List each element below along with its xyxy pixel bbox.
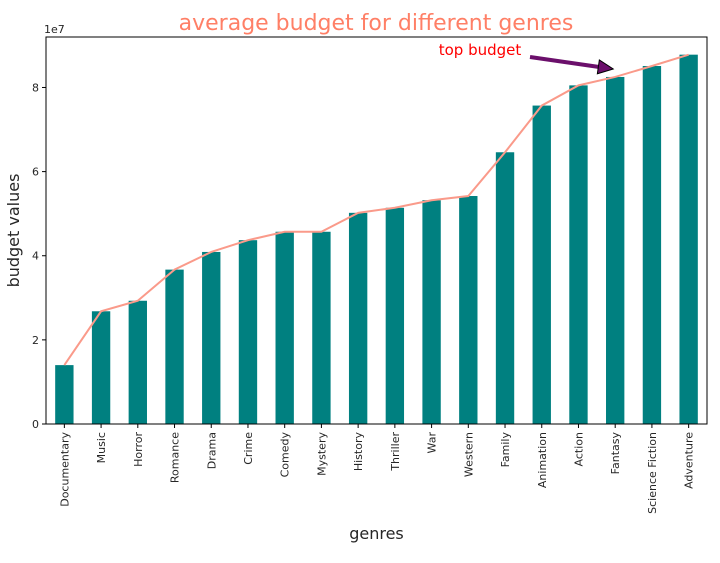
bar-documentary bbox=[55, 365, 74, 424]
x-tick-label: Drama bbox=[205, 432, 218, 469]
bar-drama bbox=[202, 251, 221, 424]
y-tick-label: 2 bbox=[32, 334, 39, 347]
x-axis-title: genres bbox=[349, 524, 404, 543]
x-tick-label: History bbox=[352, 432, 365, 472]
y-tick-label: 8 bbox=[32, 81, 39, 94]
bar-war bbox=[422, 200, 441, 424]
bar-romance bbox=[165, 269, 184, 424]
y-axis-ticks: 0 2 4 6 8 bbox=[32, 81, 46, 431]
y-tick-label: 6 bbox=[32, 166, 39, 179]
bar-crime bbox=[238, 240, 258, 424]
trend-line bbox=[63, 53, 689, 366]
x-tick-label: Horror bbox=[132, 432, 145, 467]
x-tick-label: Science Fiction bbox=[646, 432, 659, 514]
x-tick-label: Fantasy bbox=[609, 432, 622, 475]
bar-action bbox=[569, 85, 588, 425]
x-tick-label: Western bbox=[462, 432, 475, 477]
x-axis-ticks: Documentary Music Horror Romance Drama Crime C… bbox=[58, 424, 696, 514]
annotation-arrow-head bbox=[596, 59, 615, 75]
y-axis-title: budget values bbox=[4, 174, 23, 288]
x-tick-label: Romance bbox=[169, 432, 182, 483]
bar-history bbox=[348, 212, 368, 424]
x-tick-label: Mystery bbox=[315, 432, 328, 476]
x-tick-label: Music bbox=[95, 432, 108, 463]
bar-fantasy bbox=[606, 76, 625, 425]
x-tick-label: Crime bbox=[242, 432, 255, 465]
chart-title: average budget for different genres bbox=[179, 11, 574, 36]
x-tick-label: Documentary bbox=[58, 432, 71, 507]
x-tick-label: Comedy bbox=[279, 432, 292, 478]
bar-comedy bbox=[275, 231, 294, 424]
bar-thriller bbox=[385, 207, 405, 424]
x-tick-label: Thriller bbox=[389, 432, 402, 472]
bar-western bbox=[459, 196, 478, 424]
y-tick-label: 4 bbox=[32, 250, 39, 263]
bar-animation bbox=[532, 105, 551, 424]
bar-science-fiction bbox=[642, 66, 662, 425]
bar-music bbox=[91, 311, 111, 424]
bar-series bbox=[55, 54, 698, 425]
y-offset-label: 1e7 bbox=[44, 23, 65, 36]
x-tick-label: Family bbox=[499, 432, 512, 468]
x-tick-label: Action bbox=[572, 432, 585, 466]
x-tick-label: War bbox=[426, 432, 439, 454]
plot-frame bbox=[45, 36, 708, 425]
bar-mystery bbox=[312, 231, 331, 424]
annotation-arrow bbox=[529, 55, 599, 69]
y-tick-label: 0 bbox=[32, 418, 39, 431]
x-tick-label: Adventure bbox=[683, 432, 696, 489]
bar-horror bbox=[128, 300, 147, 424]
x-tick-label: Animation bbox=[536, 432, 549, 488]
annotation-text: top budget bbox=[439, 41, 522, 59]
bar-adventure bbox=[679, 54, 698, 425]
bar-family bbox=[495, 152, 515, 424]
